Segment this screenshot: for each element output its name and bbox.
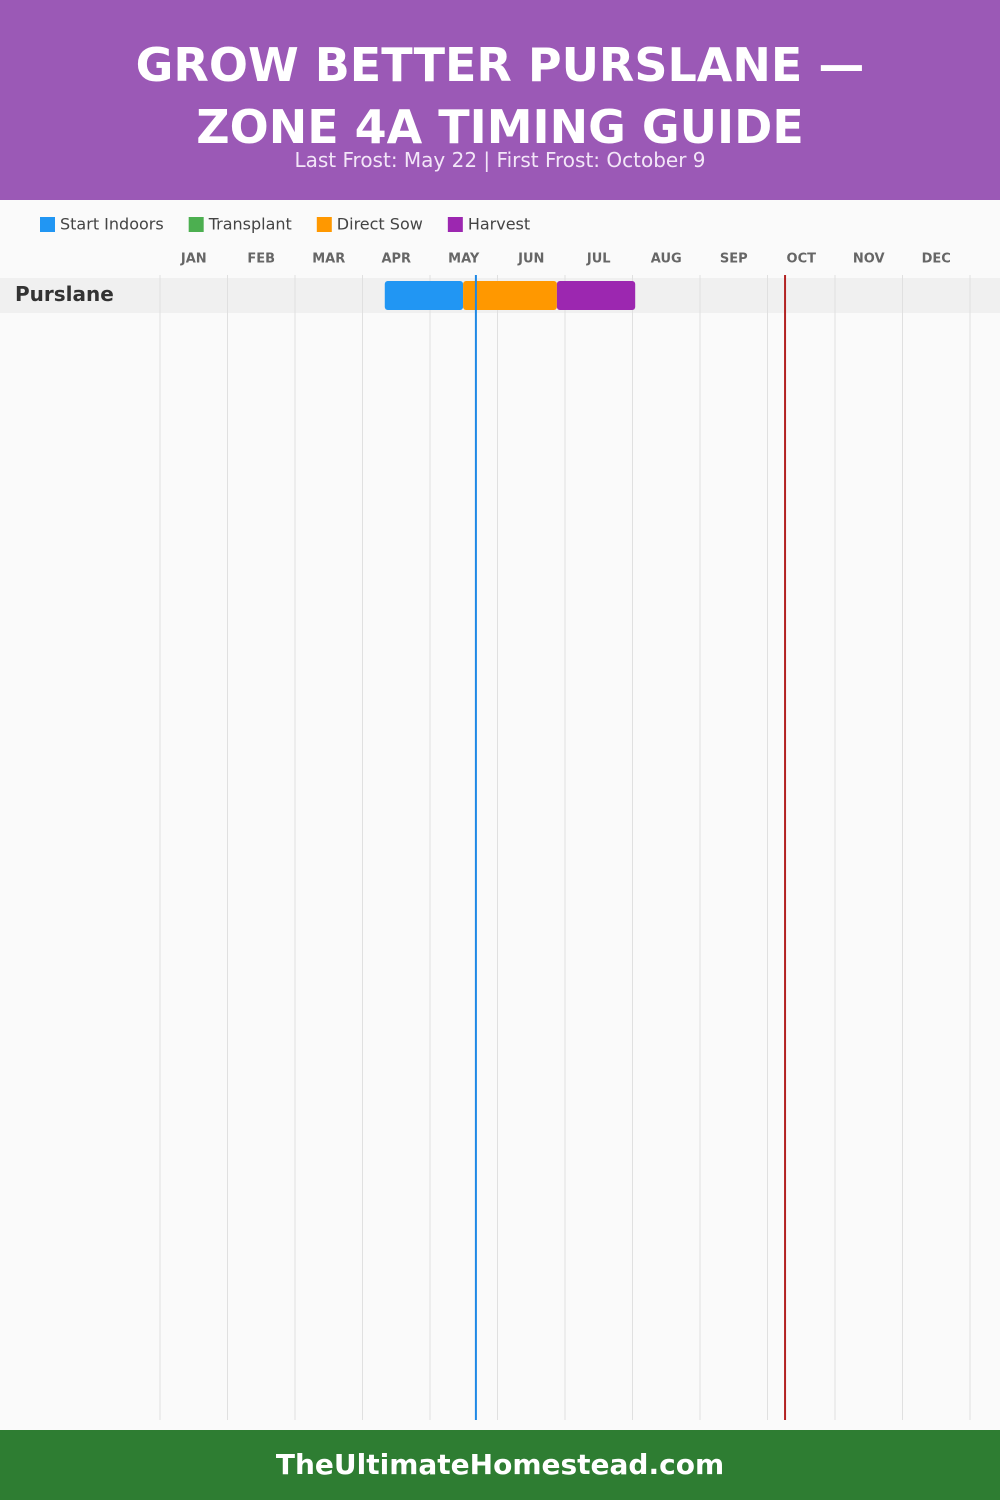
x-tick-label: JUL [586,252,611,267]
x-tick-label: APR [381,252,411,267]
x-tick-label: OCT [787,252,817,267]
footer: TheUltimateHomestead.com [0,1430,1000,1500]
chart-title: GROW BETTER PURSLANE — ZONE 4A TIMING GU… [135,38,865,154]
chart-subtitle: Last Frost: May 22 | First Frost: Octobe… [294,148,706,172]
x-tick-label: JAN [180,252,207,267]
legend-label: Direct Sow [337,215,423,234]
x-tick-label: DEC [922,252,951,267]
x-tick-label: AUG [651,252,682,267]
chart: Purslane JAN FEB MAR APR MAY JUN JUL AUG SEP OCT NO… [0,215,1000,1420]
legend-swatch [188,217,204,232]
bar [384,281,464,310]
x-tick-label: FEB [247,252,275,267]
legend-swatch [447,217,463,232]
x-tick-label: MAR [312,252,345,267]
legend-label: Harvest [468,215,530,234]
legend-label: Transplant [208,215,292,234]
legend-swatch [40,217,55,232]
legend-label: Start Indoors [60,215,164,234]
row-label: Purslane [15,282,114,306]
x-tick-label: NOV [853,252,885,267]
bar [463,281,557,310]
legend-swatch [316,217,332,232]
bar [556,281,636,310]
x-tick-label: SEP [720,252,748,267]
header: GROW BETTER PURSLANE — ZONE 4A TIMING GU… [0,0,1000,200]
x-tick-label: MAY [448,252,480,267]
x-tick-label: JUN [517,252,544,267]
